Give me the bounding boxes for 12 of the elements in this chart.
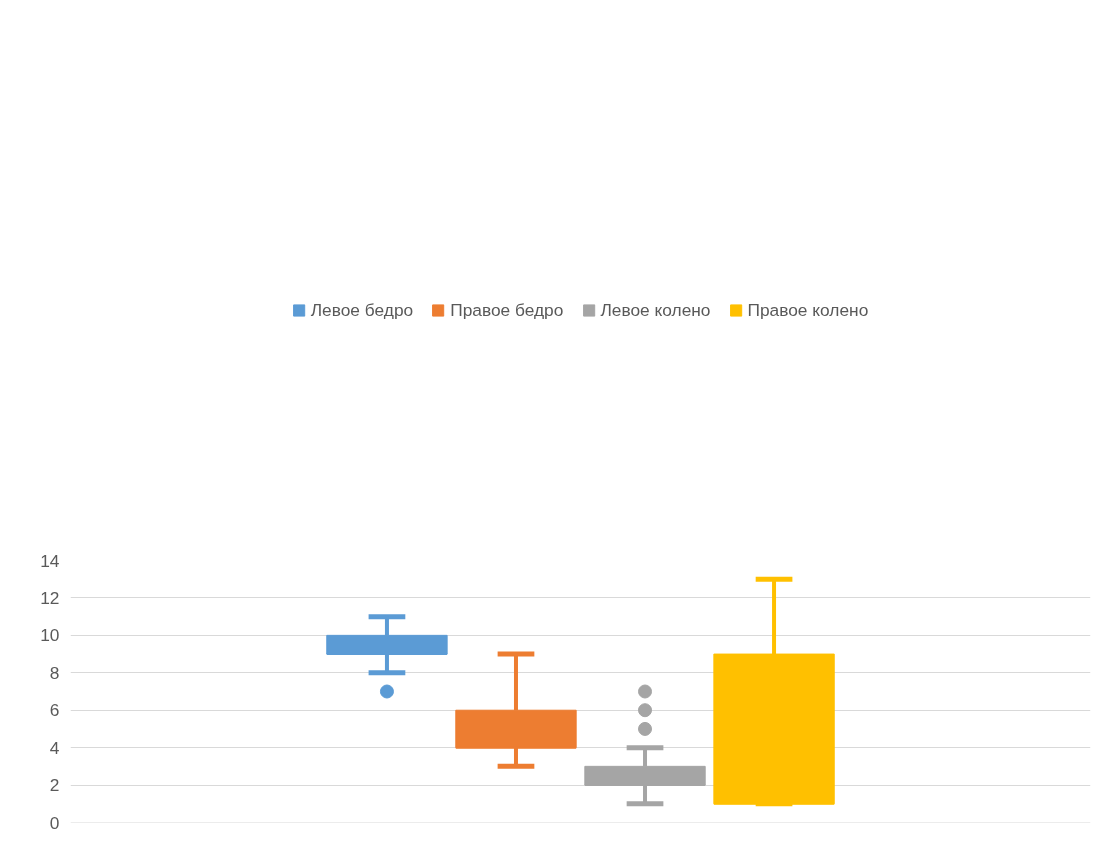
y-tick-label: 2 [49, 775, 60, 796]
legend-label: Правое колено [747, 299, 869, 321]
y-tick-label: 14 [40, 550, 60, 571]
y-tick-label: 8 [49, 662, 60, 683]
y-tick-label: 12 [40, 587, 60, 608]
y-tick-label: 0 [49, 812, 60, 833]
y-tick-label: 10 [40, 625, 60, 646]
y-tick-label: 6 [49, 700, 60, 721]
y-tick-label: 4 [49, 737, 60, 758]
legend-label: Левое колено [600, 299, 711, 321]
legend-label: Левое бедро [310, 299, 414, 321]
legend-label: Правое бедро [450, 299, 564, 321]
